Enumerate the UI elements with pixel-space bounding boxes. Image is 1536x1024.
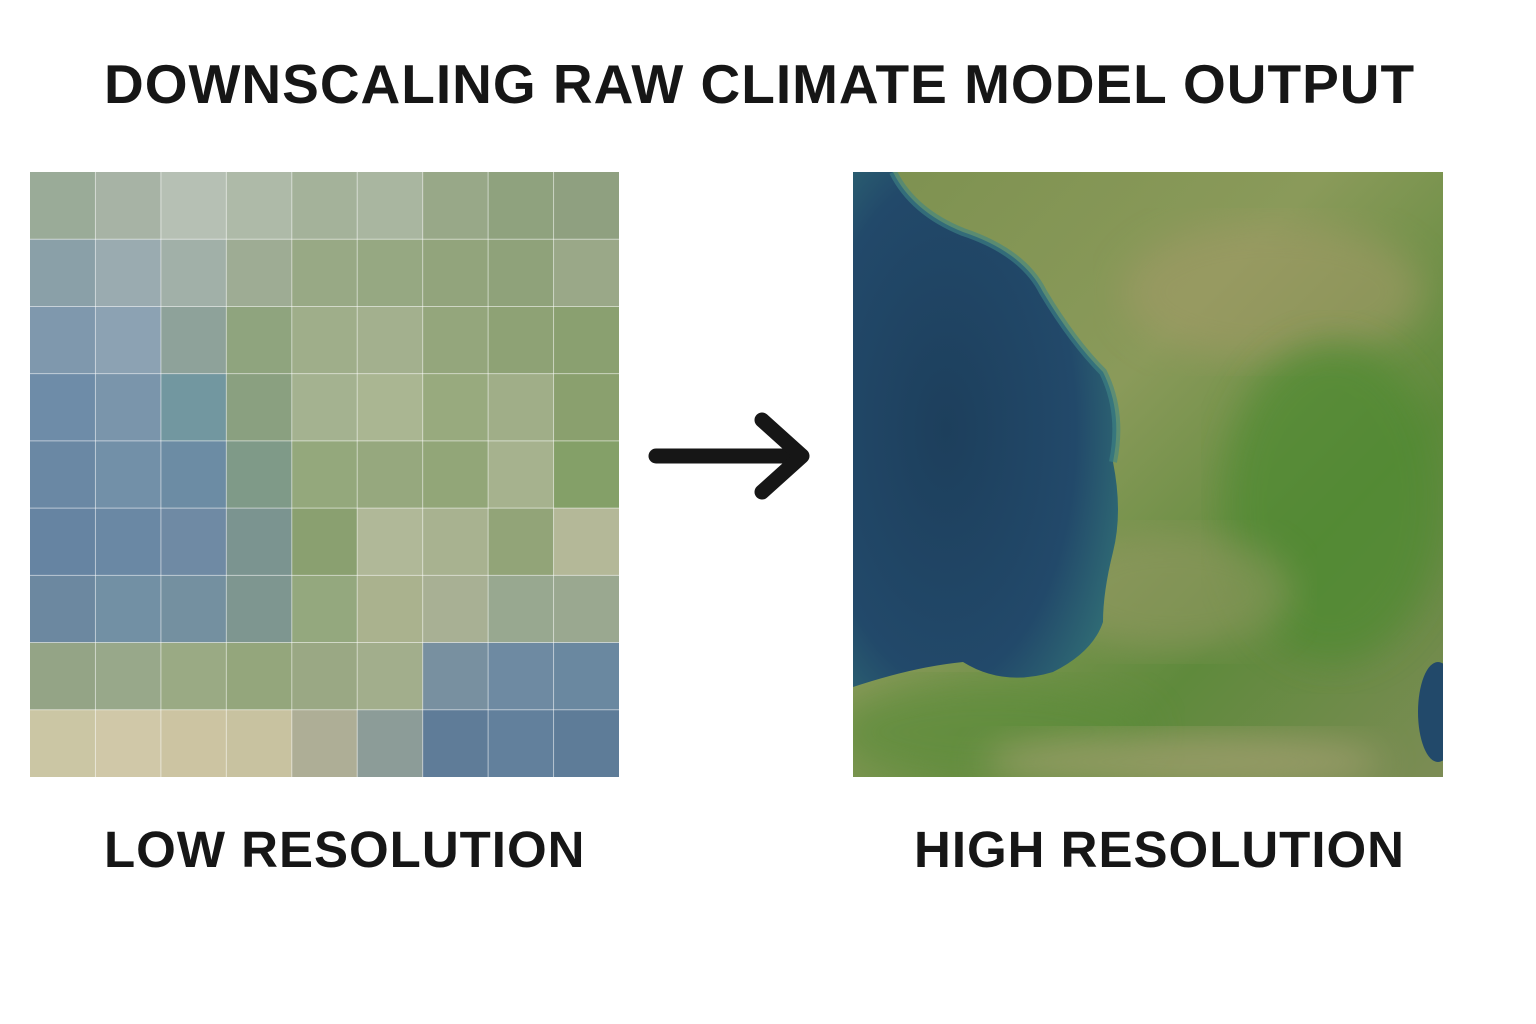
pixel-cell bbox=[30, 172, 96, 240]
pixel-cell bbox=[488, 575, 555, 644]
pixel-cell bbox=[95, 642, 162, 711]
pixel-cell bbox=[160, 440, 227, 509]
pixel-cell bbox=[30, 306, 96, 375]
pixel-cell bbox=[488, 508, 555, 576]
pixel-cell bbox=[291, 575, 358, 644]
pixel-cell bbox=[30, 642, 96, 711]
pixel-cell bbox=[553, 642, 619, 711]
pixel-cell bbox=[422, 373, 489, 442]
pixel-cell bbox=[291, 709, 358, 777]
pixel-cell bbox=[553, 709, 619, 777]
pixel-cell bbox=[30, 373, 96, 442]
pixel-cell bbox=[160, 709, 227, 777]
pixel-cell bbox=[422, 709, 489, 777]
pixel-cell bbox=[553, 373, 619, 442]
pixel-cell bbox=[160, 575, 227, 644]
pixel-cell bbox=[422, 575, 489, 644]
pixel-cell bbox=[160, 508, 227, 576]
pixel-cell bbox=[95, 508, 162, 576]
pixel-cell bbox=[357, 440, 424, 509]
pixel-cell bbox=[226, 306, 293, 375]
pixel-cell bbox=[357, 709, 424, 777]
pixel-cell bbox=[291, 306, 358, 375]
pixel-cell bbox=[160, 642, 227, 711]
pixel-cell bbox=[226, 239, 293, 307]
pixel-cell bbox=[95, 239, 162, 307]
pixel-cell bbox=[422, 239, 489, 307]
pixel-cell bbox=[422, 306, 489, 375]
pixel-cell bbox=[226, 172, 293, 240]
pixel-cell bbox=[357, 508, 424, 576]
pixel-cell bbox=[160, 306, 227, 375]
pixel-cell bbox=[488, 373, 555, 442]
pixel-cell bbox=[226, 642, 293, 711]
high-resolution-label: HIGH RESOLUTION bbox=[914, 821, 1406, 878]
pixel-cell bbox=[95, 709, 162, 777]
pixel-cell bbox=[30, 508, 96, 576]
pixel-cell bbox=[291, 373, 358, 442]
pixel-cell bbox=[553, 306, 619, 375]
pixel-cell bbox=[95, 172, 162, 240]
pixel-cell bbox=[291, 239, 358, 307]
pixel-cell bbox=[30, 575, 96, 644]
pixel-cell bbox=[488, 239, 555, 307]
pixel-cell bbox=[226, 508, 293, 576]
pixel-cell bbox=[160, 373, 227, 442]
pixel-cell bbox=[422, 172, 489, 240]
pixel-cell bbox=[422, 642, 489, 711]
pixel-cell bbox=[553, 440, 619, 509]
pixel-cell bbox=[488, 172, 555, 240]
pixel-cell bbox=[553, 508, 619, 576]
pixel-cell bbox=[422, 440, 489, 509]
pixel-cell bbox=[553, 575, 619, 644]
pixel-cell bbox=[357, 642, 424, 711]
pixel-cell bbox=[30, 239, 96, 307]
pixel-cell bbox=[226, 709, 293, 777]
pixel-cell bbox=[95, 440, 162, 509]
pixel-cell bbox=[357, 239, 424, 307]
pixel-cell bbox=[488, 642, 555, 711]
pixel-cell bbox=[291, 642, 358, 711]
pixel-cell bbox=[226, 575, 293, 644]
pixel-cell bbox=[357, 575, 424, 644]
pixel-cell bbox=[357, 172, 424, 240]
pixel-cell bbox=[422, 508, 489, 576]
pixel-cell bbox=[30, 709, 96, 777]
low-resolution-map bbox=[30, 172, 619, 777]
pixel-cell bbox=[553, 239, 619, 307]
pixel-cell bbox=[357, 373, 424, 442]
pixel-cell bbox=[160, 172, 227, 240]
pixel-cell bbox=[488, 306, 555, 375]
arrow bbox=[648, 412, 810, 500]
pixel-cell bbox=[291, 440, 358, 509]
pixel-cell bbox=[291, 508, 358, 576]
pixel-cell bbox=[488, 440, 555, 509]
pixel-cell bbox=[226, 373, 293, 442]
pixel-cell bbox=[95, 306, 162, 375]
pixel-cell bbox=[160, 239, 227, 307]
pixel-cell bbox=[553, 172, 619, 240]
pixel-cell bbox=[95, 373, 162, 442]
title: DOWNSCALING RAW CLIMATE MODEL OUTPUT bbox=[104, 53, 1416, 115]
pixel-cell bbox=[30, 440, 96, 509]
pixel-cell bbox=[357, 306, 424, 375]
high-resolution-map bbox=[853, 172, 1443, 777]
pixel-cell bbox=[291, 172, 358, 240]
low-resolution-label: LOW RESOLUTION bbox=[104, 821, 586, 878]
pixel-cell bbox=[488, 709, 555, 777]
pixel-cell bbox=[226, 440, 293, 509]
pixel-cell bbox=[95, 575, 162, 644]
